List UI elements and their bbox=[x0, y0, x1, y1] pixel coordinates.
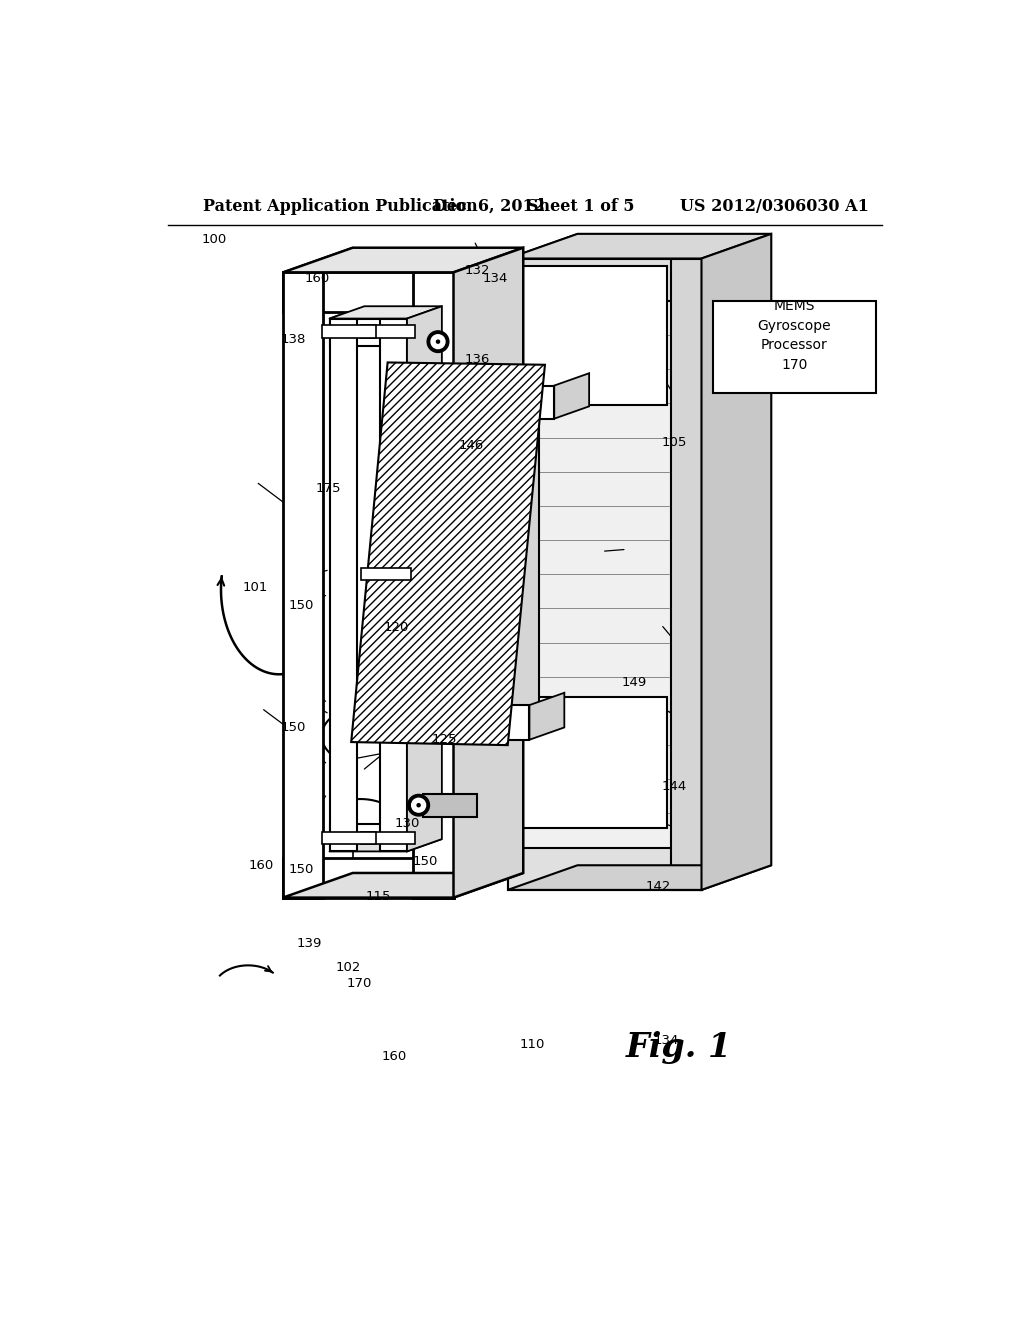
Text: 150: 150 bbox=[289, 599, 313, 612]
Text: Dec. 6, 2012: Dec. 6, 2012 bbox=[432, 198, 545, 215]
Polygon shape bbox=[500, 385, 554, 418]
Circle shape bbox=[408, 795, 429, 816]
Polygon shape bbox=[330, 306, 442, 318]
Polygon shape bbox=[508, 389, 539, 713]
Polygon shape bbox=[529, 693, 564, 739]
Polygon shape bbox=[330, 318, 356, 851]
Polygon shape bbox=[508, 259, 701, 301]
Polygon shape bbox=[380, 318, 407, 851]
Polygon shape bbox=[283, 272, 324, 898]
Text: 160: 160 bbox=[304, 272, 330, 285]
Text: Fig. 1: Fig. 1 bbox=[626, 1031, 732, 1064]
Text: 105: 105 bbox=[662, 437, 687, 450]
Polygon shape bbox=[713, 301, 876, 393]
Polygon shape bbox=[454, 248, 523, 898]
Text: 120: 120 bbox=[384, 622, 409, 635]
Circle shape bbox=[436, 341, 439, 343]
Polygon shape bbox=[283, 248, 523, 272]
Polygon shape bbox=[508, 234, 771, 259]
Text: 139: 139 bbox=[296, 937, 322, 949]
Circle shape bbox=[431, 335, 445, 348]
Text: 146: 146 bbox=[458, 438, 483, 451]
Polygon shape bbox=[360, 568, 411, 581]
Polygon shape bbox=[360, 832, 415, 845]
Polygon shape bbox=[423, 793, 477, 817]
Polygon shape bbox=[330, 840, 442, 851]
Text: 160: 160 bbox=[382, 1051, 408, 1064]
Text: 138: 138 bbox=[281, 333, 306, 346]
Polygon shape bbox=[508, 259, 701, 890]
Polygon shape bbox=[330, 318, 407, 346]
Circle shape bbox=[412, 799, 426, 812]
Polygon shape bbox=[283, 873, 523, 898]
Text: 160: 160 bbox=[249, 859, 274, 873]
Polygon shape bbox=[283, 858, 454, 898]
Polygon shape bbox=[351, 363, 545, 744]
Polygon shape bbox=[283, 272, 454, 313]
Text: 115: 115 bbox=[366, 890, 391, 903]
Polygon shape bbox=[701, 234, 771, 890]
Text: 149: 149 bbox=[622, 676, 647, 689]
Polygon shape bbox=[407, 306, 442, 851]
Text: 100: 100 bbox=[201, 234, 226, 247]
Polygon shape bbox=[322, 832, 376, 845]
Polygon shape bbox=[475, 705, 529, 739]
Text: MEMS
Gyroscope
Processor
170: MEMS Gyroscope Processor 170 bbox=[758, 300, 831, 372]
Text: 125: 125 bbox=[431, 734, 457, 746]
Text: 150: 150 bbox=[289, 863, 313, 876]
Circle shape bbox=[427, 331, 449, 352]
Polygon shape bbox=[515, 697, 667, 829]
Polygon shape bbox=[414, 272, 454, 898]
Text: 136: 136 bbox=[465, 354, 489, 366]
Text: Sheet 1 of 5: Sheet 1 of 5 bbox=[527, 198, 635, 215]
Text: 134: 134 bbox=[653, 1034, 679, 1047]
Polygon shape bbox=[515, 267, 667, 405]
Polygon shape bbox=[671, 259, 701, 890]
Text: 142: 142 bbox=[645, 879, 671, 892]
Polygon shape bbox=[508, 847, 701, 890]
Circle shape bbox=[417, 804, 420, 807]
Text: 144: 144 bbox=[662, 780, 687, 793]
Polygon shape bbox=[360, 326, 415, 338]
Text: 110: 110 bbox=[520, 1039, 546, 1051]
Text: 132: 132 bbox=[465, 264, 489, 277]
Text: 170: 170 bbox=[346, 977, 372, 990]
Text: Patent Application Publication: Patent Application Publication bbox=[203, 198, 478, 215]
Text: 150: 150 bbox=[413, 855, 438, 869]
Text: 130: 130 bbox=[394, 817, 420, 830]
Polygon shape bbox=[330, 825, 407, 851]
Polygon shape bbox=[508, 866, 771, 890]
Text: 175: 175 bbox=[315, 482, 341, 495]
Text: 102: 102 bbox=[336, 961, 361, 974]
Text: US 2012/0306030 A1: US 2012/0306030 A1 bbox=[680, 198, 868, 215]
Text: 134: 134 bbox=[482, 272, 508, 285]
Polygon shape bbox=[554, 374, 589, 418]
Text: 150: 150 bbox=[281, 721, 306, 734]
Polygon shape bbox=[322, 326, 376, 338]
Text: 101: 101 bbox=[243, 581, 267, 594]
